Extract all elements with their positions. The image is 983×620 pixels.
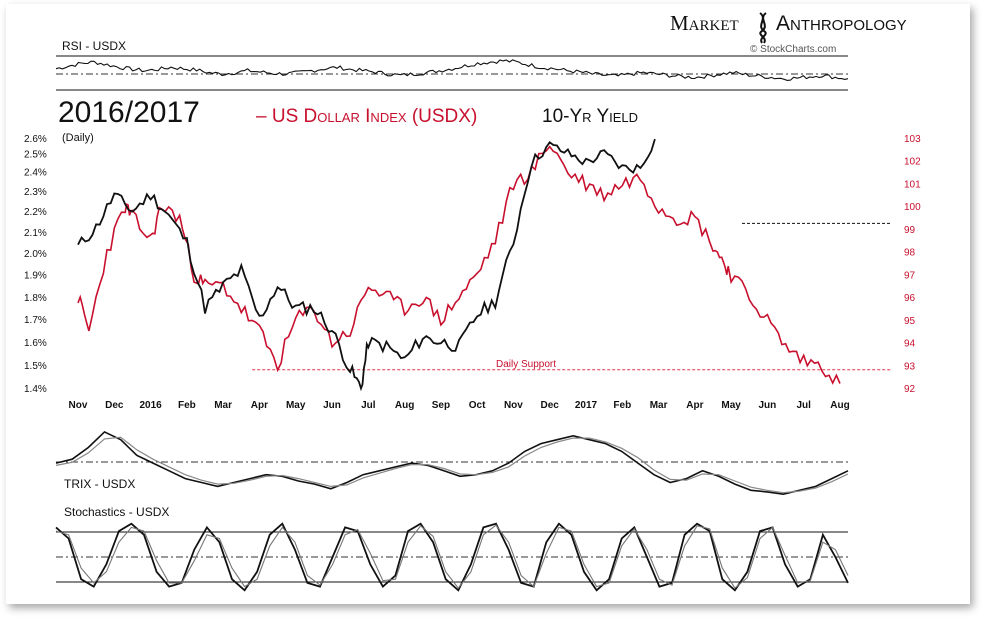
left-tick-label: 2.3% — [24, 187, 47, 198]
rsi-panel: RSI - USDX — [55, 39, 849, 91]
right-tick-label: 98 — [904, 248, 916, 259]
right-tick-label: 94 — [904, 339, 916, 350]
left-tick-label: 2.1% — [24, 228, 47, 239]
brand-title-left: Market — [670, 11, 739, 35]
x-tick-label: Jun — [759, 400, 777, 411]
left-tick-label: 1.4% — [24, 384, 47, 395]
stochastics-title: Stochastics - USDX — [64, 505, 169, 519]
trix-series-line — [55, 430, 849, 496]
stochastics-panel: Stochastics - USDX — [55, 505, 849, 592]
x-tick-label: Feb — [178, 400, 196, 411]
x-tick-label: Nov — [504, 400, 523, 411]
x-tick-label: Aug — [395, 400, 414, 411]
right-tick-label: 101 — [904, 180, 921, 191]
x-tick-label: Mar — [214, 400, 232, 411]
x-tick-label: Jul — [361, 400, 376, 411]
right-axis: 103 102 101 100 99 98 97 96 95 94 93 92 — [904, 134, 921, 395]
annotations: Daily Support — [252, 222, 891, 371]
x-tick-label: Dec — [541, 400, 560, 411]
x-tick-label: Jun — [323, 400, 341, 411]
brand-title-right: Anthropology — [776, 12, 907, 35]
left-tick-label: 2.2% — [24, 207, 47, 218]
legend-yield: 10-Yr Yield — [542, 106, 638, 127]
main-title: 2016/2017 — [58, 96, 200, 129]
left-tick-label: 1.9% — [24, 271, 47, 282]
chart-canvas: Market Anthropology © StockCharts.com RS… — [24, 11, 921, 592]
chart-frame: Market Anthropology © StockCharts.com RS… — [6, 4, 970, 604]
left-tick-label: 2.4% — [24, 168, 47, 179]
legend-usdx: – US Dollar Index (USDX) — [256, 106, 477, 127]
x-tick-label: May — [721, 400, 741, 411]
x-tick-label: Dec — [105, 400, 124, 411]
brand-logo-icon — [759, 12, 767, 44]
right-tick-label: 103 — [904, 134, 921, 145]
x-tick-label: Apr — [251, 400, 268, 411]
right-tick-label: 97 — [904, 270, 916, 281]
left-axis: 2.6% 2.5% 2.4% 2.3% 2.2% 2.1% 2.0% 1.9% 1.8% 1.7%… — [24, 134, 47, 395]
main-subtitle: (Daily) — [62, 132, 94, 144]
right-tick-label: 92 — [904, 384, 916, 395]
x-tick-label: 2017 — [575, 400, 598, 411]
x-tick-label: Mar — [650, 400, 668, 411]
rsi-series-line — [55, 59, 849, 81]
right-tick-label: 95 — [904, 316, 916, 327]
brand-header: Market Anthropology © StockCharts.com — [670, 11, 907, 55]
stochastics-d-line — [55, 524, 849, 589]
right-tick-label: 100 — [904, 202, 921, 213]
trix-panel: TRIX - USDX — [55, 430, 849, 496]
trix-title: TRIX - USDX — [64, 477, 135, 491]
right-tick-label: 102 — [904, 157, 921, 168]
yield-series-line — [77, 138, 656, 392]
x-tick-label: Jul — [796, 400, 811, 411]
trix-signal-line — [55, 436, 849, 494]
x-tick-label: May — [286, 400, 306, 411]
brand-credit: © StockCharts.com — [750, 44, 836, 55]
x-axis: Nov Dec 2016 Feb Mar Apr May Jun Jul Aug Sep Oct Nov… — [69, 400, 850, 411]
right-tick-label: 96 — [904, 293, 916, 304]
main-title-group: 2016/2017 – US Dollar Index (USDX) 10-Yr… — [58, 96, 638, 144]
x-tick-label: Oct — [469, 400, 486, 411]
left-tick-label: 1.6% — [24, 338, 47, 349]
left-tick-label: 1.7% — [24, 315, 47, 326]
x-tick-label: Nov — [69, 400, 88, 411]
left-tick-label: 1.5% — [24, 361, 47, 372]
x-tick-label: Aug — [830, 400, 849, 411]
x-tick-label: 2016 — [139, 400, 162, 411]
daily-support-label: Daily Support — [496, 359, 556, 370]
x-tick-label: Apr — [686, 400, 703, 411]
x-tick-label: Feb — [613, 400, 631, 411]
right-tick-label: 99 — [904, 225, 916, 236]
left-tick-label: 2.0% — [24, 249, 47, 260]
left-tick-label: 1.8% — [24, 293, 47, 304]
stochastics-k-line — [55, 522, 849, 592]
rsi-title: RSI - USDX — [62, 39, 126, 53]
left-tick-label: 2.5% — [24, 150, 47, 161]
right-tick-label: 93 — [904, 361, 916, 372]
x-tick-label: Sep — [432, 400, 450, 411]
left-tick-label: 2.6% — [24, 134, 47, 145]
